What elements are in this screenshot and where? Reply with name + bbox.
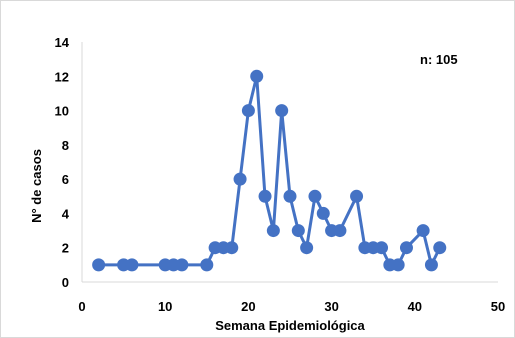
data-point — [92, 258, 106, 272]
data-point — [308, 189, 322, 203]
series-group — [92, 69, 447, 272]
data-point — [391, 258, 405, 272]
data-point — [375, 241, 389, 255]
data-point — [225, 241, 239, 255]
y-tick-label: 2 — [62, 241, 69, 256]
data-point — [300, 241, 314, 255]
data-point — [291, 224, 305, 238]
data-point — [200, 258, 214, 272]
y-tick-label: 0 — [62, 275, 69, 290]
data-point — [333, 224, 347, 238]
data-point — [233, 172, 247, 186]
data-point — [399, 241, 413, 255]
x-axis-title: Semana Epidemiológica — [215, 318, 365, 333]
data-point — [125, 258, 139, 272]
y-tick-label: 4 — [62, 206, 70, 221]
data-point — [275, 104, 289, 118]
sample-size-annotation: n: 105 — [420, 52, 458, 67]
y-axis-title: N° de casos — [29, 149, 44, 223]
data-point — [283, 189, 297, 203]
data-point — [241, 104, 255, 118]
y-tick-labels: 0 2 4 6 8 10 12 14 — [55, 35, 70, 290]
data-point — [433, 241, 447, 255]
x-tick-label: 20 — [241, 299, 255, 314]
x-tick-label: 10 — [158, 299, 172, 314]
y-tick-label: 14 — [55, 35, 70, 50]
data-point — [175, 258, 189, 272]
x-tick-labels: 0 10 20 30 40 50 — [78, 299, 505, 314]
x-tick-label: 0 — [78, 299, 85, 314]
y-tick-label: 10 — [55, 104, 69, 119]
data-point — [416, 224, 430, 238]
data-point — [250, 69, 264, 83]
data-point — [258, 189, 272, 203]
data-point — [350, 189, 364, 203]
series-line — [98, 74, 442, 267]
y-tick-label: 6 — [62, 172, 69, 187]
y-tick-label: 12 — [55, 69, 69, 84]
data-point — [266, 224, 280, 238]
data-point — [316, 206, 330, 220]
x-tick-label: 30 — [324, 299, 338, 314]
x-tick-label: 50 — [491, 299, 505, 314]
data-point — [424, 258, 438, 272]
x-tick-label: 40 — [408, 299, 422, 314]
y-tick-label: 8 — [62, 138, 69, 153]
